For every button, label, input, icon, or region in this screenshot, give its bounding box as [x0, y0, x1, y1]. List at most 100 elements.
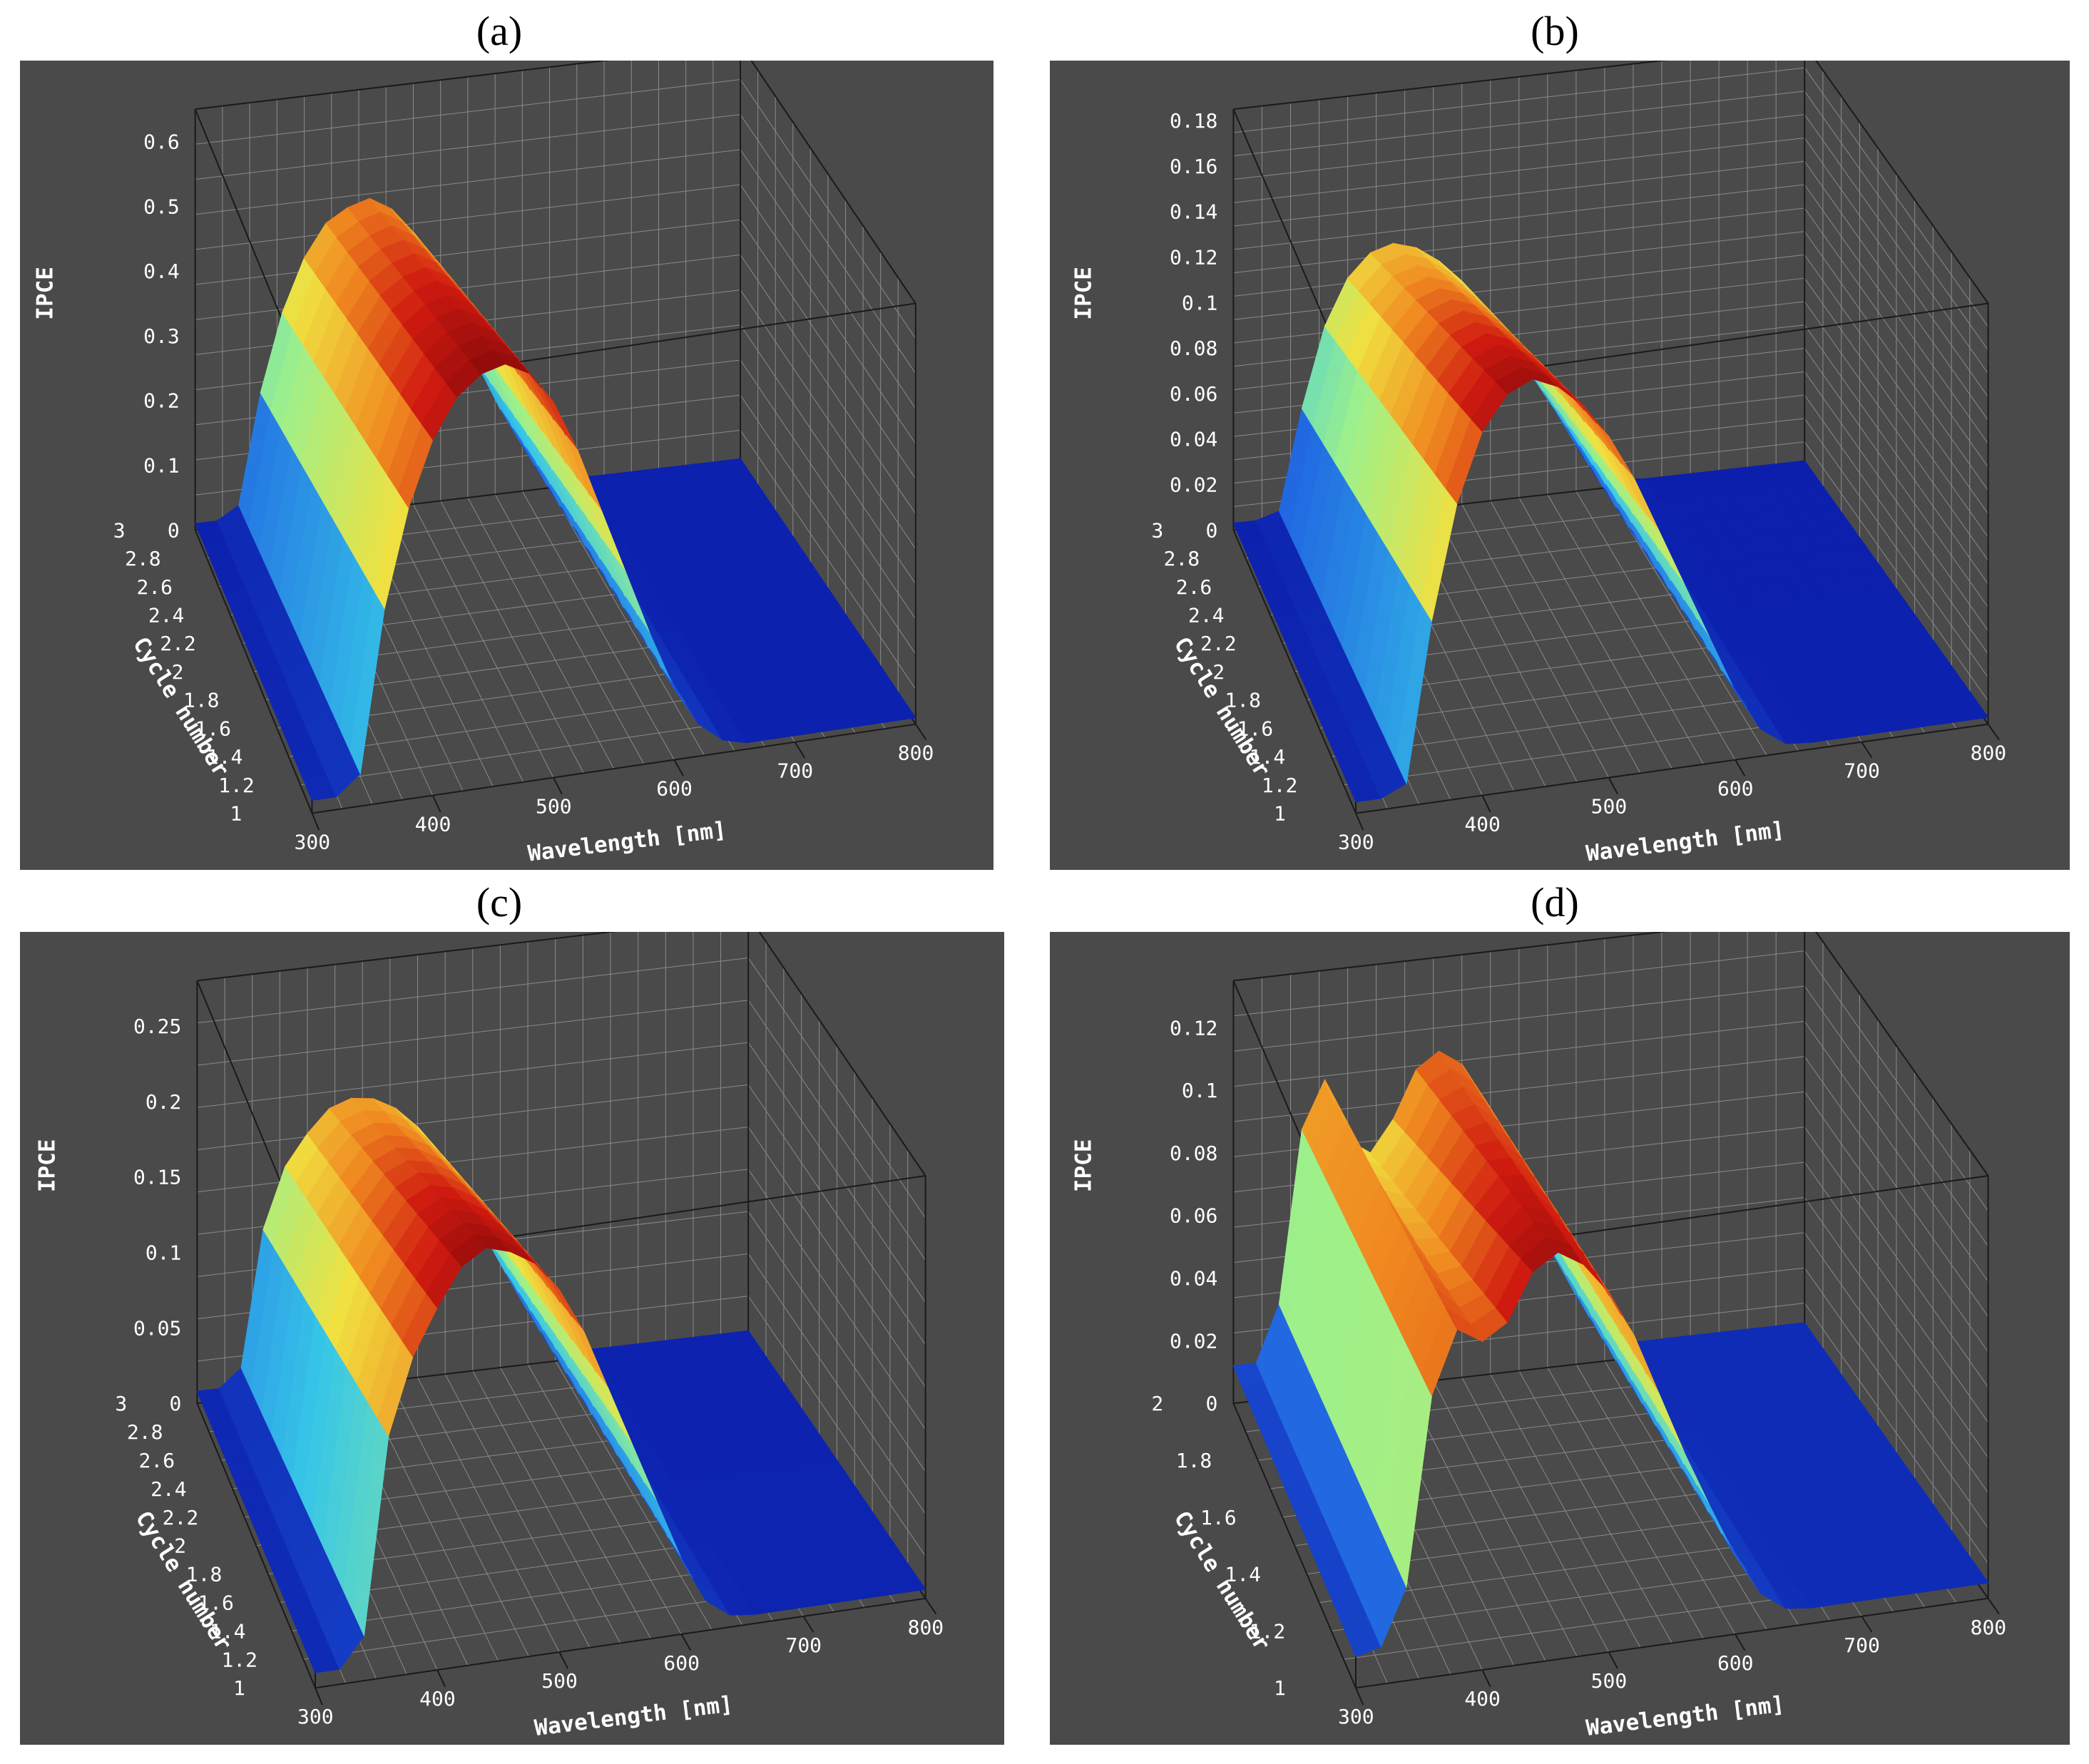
x-tick-label: 800 [1971, 742, 2007, 765]
tick-labels: 30040050060070080011.21.41.61.822.22.42.… [113, 130, 934, 854]
y-tick-label: 1.4 [207, 745, 243, 769]
x-tick-label: 500 [1591, 1669, 1628, 1693]
plot-area-c: 300 400 500 600 700 800 1 1.2 1.4 1.6 1.8 2 2.2 2.4 2.… [20, 915, 1004, 1745]
x-tick-label: 800 [908, 1616, 944, 1639]
z-tick-label: 0.1 [1182, 1079, 1218, 1102]
z-tick-label: 0 [170, 1392, 182, 1415]
x-tick-label: 600 [1717, 777, 1754, 801]
y-tick-label: 2.6 [136, 575, 173, 599]
z-tick-label: 0.1 [145, 1241, 182, 1264]
z-axis-label: IPCE [34, 1139, 60, 1193]
y-tick-label: 1.6 [1237, 717, 1274, 740]
plot-area-d: 300 400 500 600 700 800 1 1.2 1.4 1.6 1.8 2 0 0.02 0.0… [1050, 915, 2070, 1745]
y-tick-label: 2.2 [160, 632, 196, 655]
x-tick-label: 600 [656, 777, 693, 801]
tick-labels: 30040050060070080011.21.41.61.822.22.42.… [115, 1015, 944, 1728]
x-tick-label: 300 [1338, 831, 1374, 854]
surface-plot-d: 300 400 500 600 700 800 1 1.2 1.4 1.6 1.8 2 0 0.02 0.0… [1071, 915, 2007, 1741]
surface-patch [1946, 695, 1989, 722]
surface-plot-b: 300 400 500 600 700 800 1 1.2 1.4 1.6 1.82 2.2 2.4 2.… [1071, 43, 2006, 867]
y-tick-label: 1 [1274, 1676, 1286, 1700]
z-tick-label: 0.06 [1170, 1204, 1217, 1228]
x-tick-label: 400 [1464, 813, 1501, 836]
y-tick-label: 2 [174, 1534, 186, 1558]
y-tick-label: 1.6 [195, 717, 231, 740]
x-axis-label: Wavelength [nm] [1585, 1691, 1786, 1741]
plot-area-a: 300 400 500 600 700 800 1 1.2 1.4 1.6 1.8 2 2.2 2.4 2.… [20, 43, 994, 870]
y-tick-label: 2 [172, 660, 184, 684]
y-tick-label: 1.2 [218, 774, 255, 797]
panel-label-a: (a) [476, 8, 523, 54]
y-tick-label: 1.8 [186, 1563, 223, 1586]
x-tick-label: 700 [785, 1634, 822, 1657]
z-tick-label: 0.2 [143, 389, 180, 413]
z-axis-label: IPCE [1071, 267, 1096, 320]
x-tick-label: 800 [1971, 1616, 2007, 1639]
panel-label-d: (d) [1531, 879, 1579, 925]
y-tick-label: 2 [1212, 660, 1225, 684]
x-tick-label: 600 [1717, 1651, 1754, 1675]
y-tick-label: 2.8 [1164, 547, 1200, 570]
z-tick-label: 0.12 [1170, 1016, 1217, 1040]
z-tick-label: 0 [168, 518, 180, 542]
surface-patch [885, 1567, 926, 1594]
x-tick-label: 400 [419, 1687, 456, 1711]
y-tick-label: 1.6 [1200, 1506, 1237, 1529]
y-tick-label: 2.6 [139, 1449, 175, 1472]
surface [196, 1097, 926, 1673]
y-tick-label: 1 [233, 1676, 245, 1700]
z-tick-label: 0.04 [1170, 1267, 1217, 1291]
z-tick-label: 0.5 [143, 195, 180, 218]
x-tick-label: 800 [898, 742, 934, 765]
x-tick-label: 400 [415, 813, 451, 836]
x-tick-label: 500 [536, 795, 572, 819]
surface [194, 198, 916, 801]
y-tick-label: 3 [115, 1392, 127, 1415]
z-tick-label: 0.15 [133, 1166, 181, 1189]
x-tick-label: 500 [1591, 795, 1628, 819]
y-tick-label: 1.4 [1250, 745, 1286, 769]
y-tick-label: 2.4 [148, 603, 185, 627]
z-tick-label: 0 [1206, 518, 1218, 542]
panel-label-c: (c) [476, 879, 523, 925]
x-tick-label: 600 [663, 1651, 700, 1675]
x-tick-label: 700 [777, 759, 814, 783]
y-tick-label: 1.8 [183, 689, 220, 712]
x-tick-label: 700 [1844, 759, 1880, 783]
z-tick-label: 0.2 [145, 1090, 182, 1114]
z-tick-label: 0.02 [1170, 473, 1217, 496]
z-tick-label: 0.6 [143, 130, 180, 154]
z-tick-label: 0.14 [1170, 200, 1217, 224]
surface-patch [1946, 1560, 1989, 1587]
z-tick-label: 0.12 [1170, 245, 1217, 269]
surface-plot-a: 300 400 500 600 700 800 1 1.2 1.4 1.6 1.8 2 2.2 2.4 2.… [33, 43, 934, 867]
surface-plot-c: 300 400 500 600 700 800 1 1.2 1.4 1.6 1.82 2.2 2.4 2.… [34, 915, 944, 1741]
surface-patch [876, 695, 916, 722]
plot-area-b: 300 400 500 600 700 800 1 1.2 1.4 1.6 1.8 2 2.2 2.4 2.… [1050, 43, 2070, 870]
z-axis-label: IPCE [1071, 1139, 1096, 1193]
y-tick-label: 1.8 [1225, 689, 1261, 712]
y-tick-label: 3 [113, 518, 126, 542]
surface [1232, 1050, 1989, 1658]
z-tick-label: 0.05 [133, 1316, 181, 1340]
y-tick-label: 1 [230, 802, 242, 826]
z-tick-label: 0.08 [1170, 337, 1217, 360]
z-tick-label: 0 [1206, 1392, 1218, 1415]
y-tick-label: 2.4 [1188, 603, 1225, 627]
y-tick-label: 1.2 [221, 1648, 257, 1671]
z-tick-label: 0.25 [133, 1015, 181, 1038]
x-tick-label: 400 [1464, 1687, 1501, 1711]
x-tick-label: 300 [1338, 1705, 1374, 1728]
y-tick-label: 2.6 [1176, 575, 1212, 599]
z-tick-label: 0.02 [1170, 1329, 1217, 1353]
y-tick-label: 1.4 [210, 1619, 246, 1643]
z-tick-label: 0.08 [1170, 1142, 1217, 1165]
z-axis-label: IPCE [33, 267, 58, 320]
y-tick-label: 2.4 [150, 1477, 187, 1501]
y-tick-label: 3 [1151, 518, 1163, 542]
x-tick-label: 500 [541, 1669, 578, 1693]
z-tick-label: 0.1 [143, 454, 180, 478]
tick-labels: 30040050060070080011.21.41.61.822.22.42.… [1151, 109, 2006, 853]
z-tick-label: 0.06 [1170, 382, 1217, 406]
y-tick-label: 1.2 [1250, 1619, 1286, 1643]
